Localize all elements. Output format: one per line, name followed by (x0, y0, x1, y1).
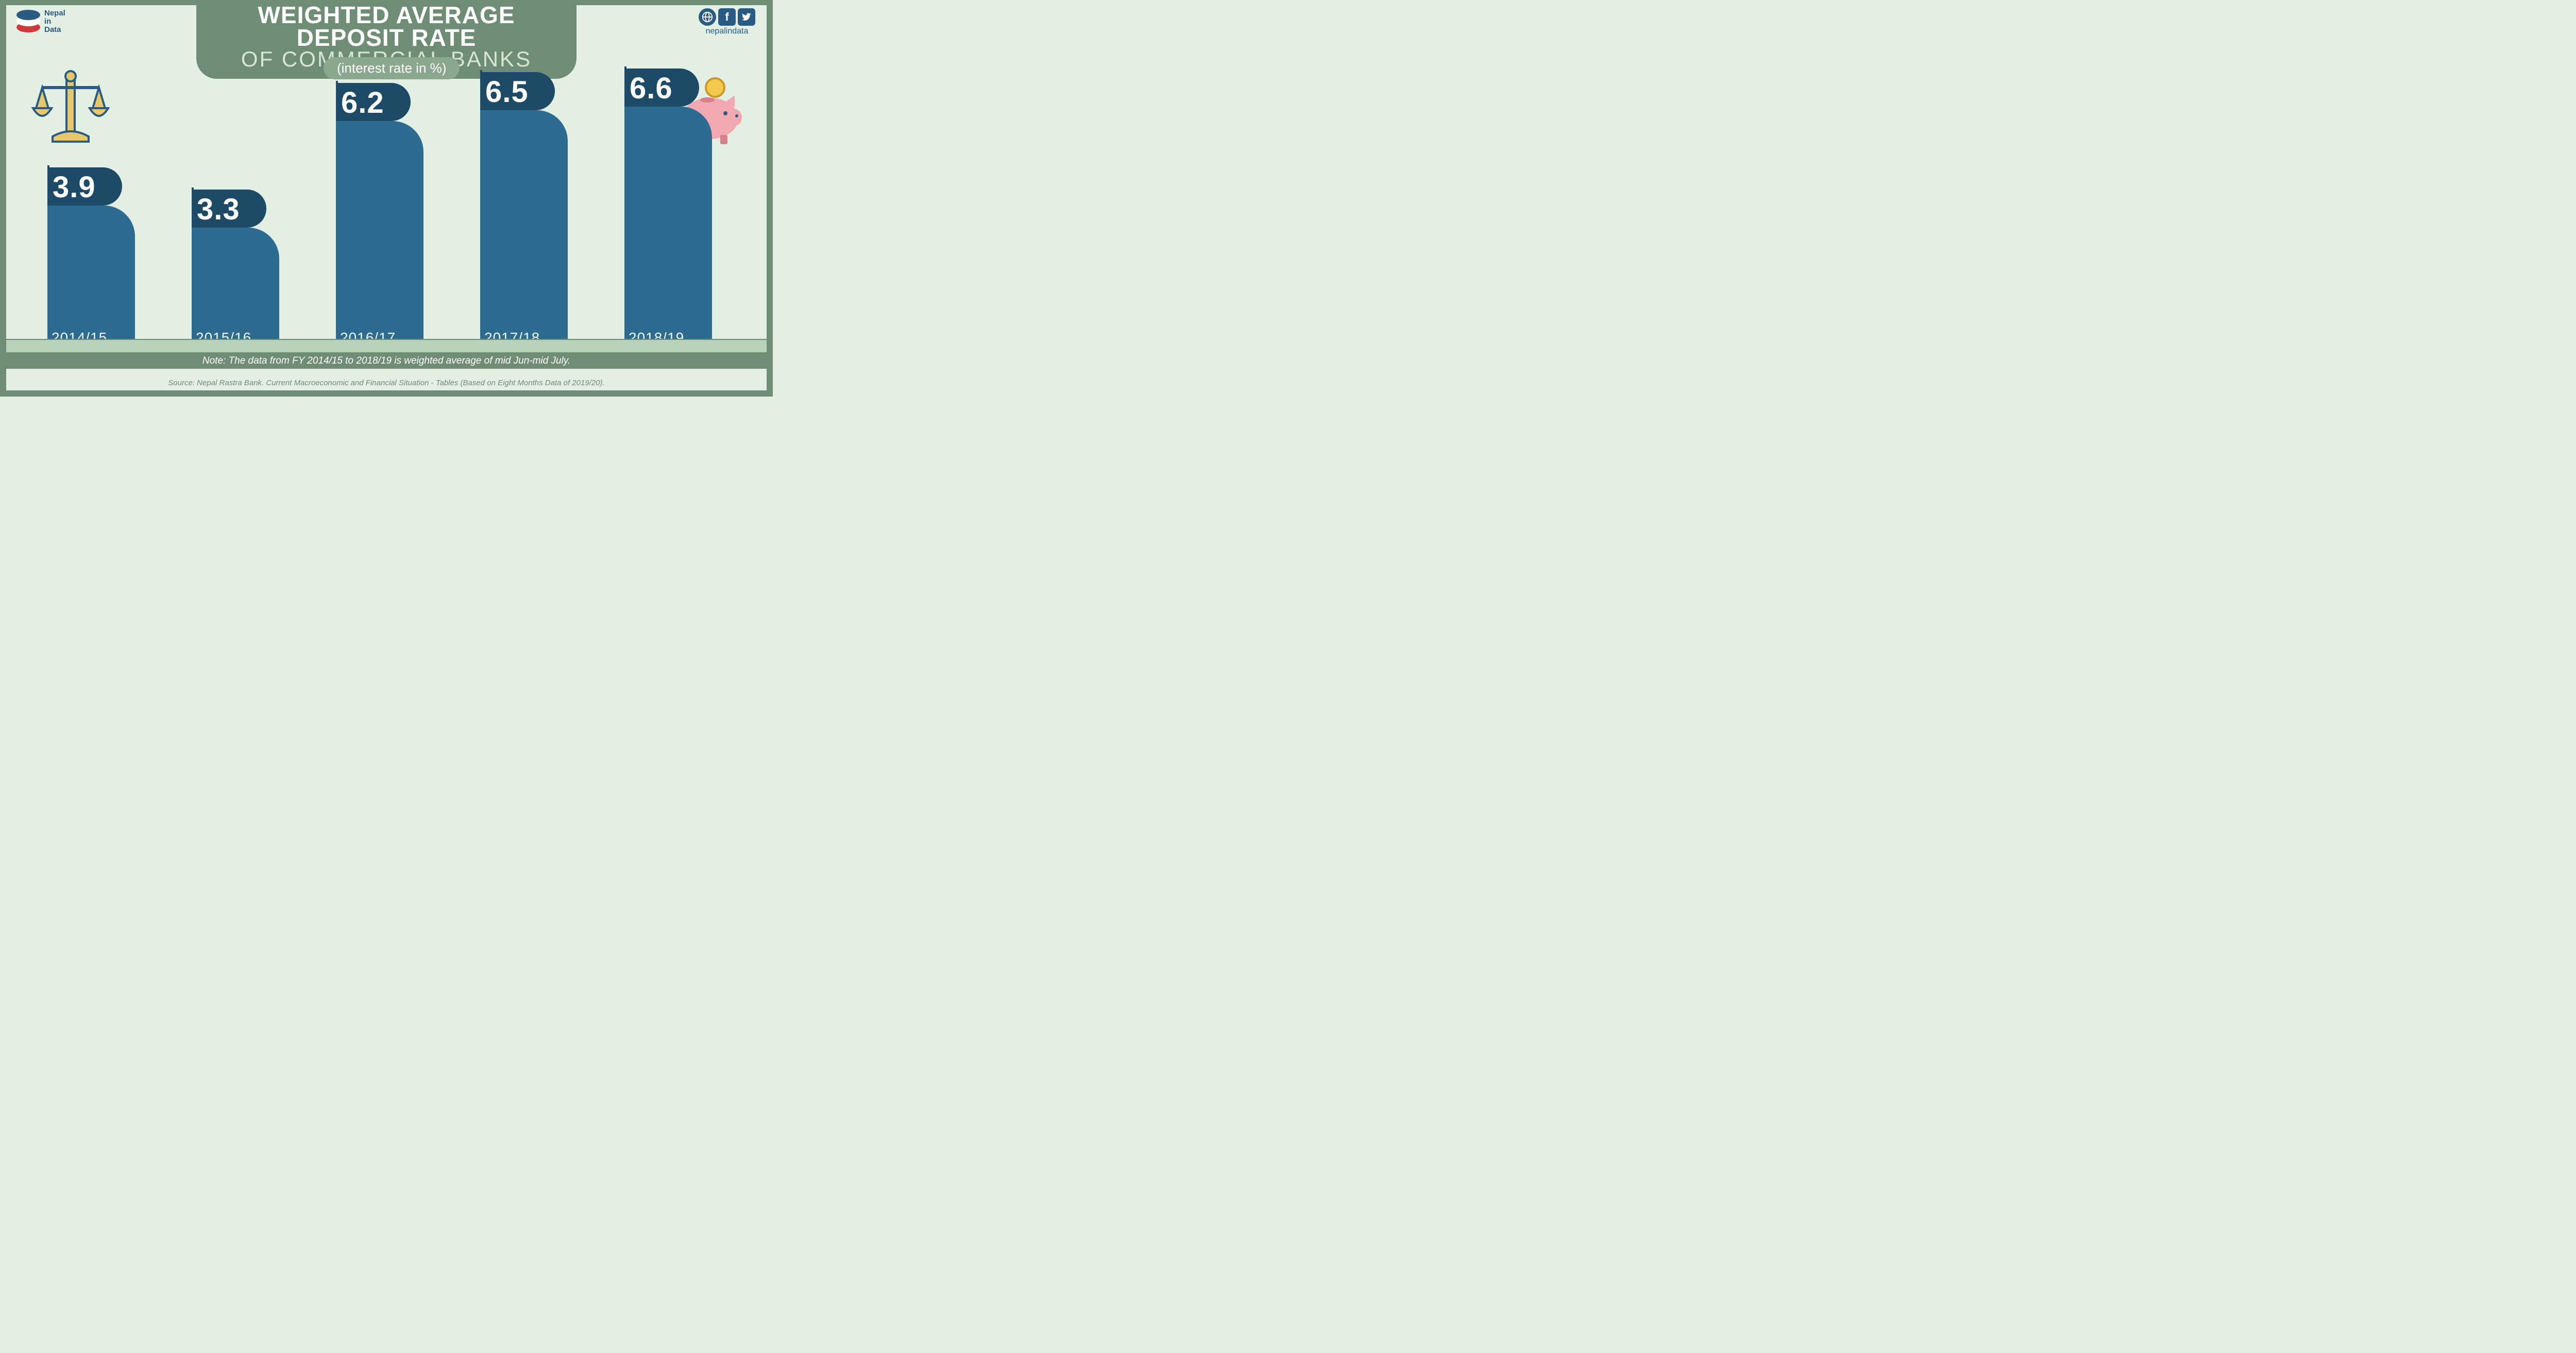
bar-value: 3.3 (197, 192, 240, 227)
bar-chart: 3.92014/153.32015/166.22016/176.52017/18… (47, 77, 725, 349)
bar-value: 6.5 (485, 75, 529, 109)
brand-line3: Data (44, 26, 65, 34)
brand-logo: Nepal in Data (16, 9, 65, 33)
brand-logo-text: Nepal in Data (44, 9, 65, 33)
x-axis-band (6, 339, 767, 353)
facebook-icon: f (718, 8, 736, 26)
bar-value: 3.9 (53, 170, 96, 204)
title-main: WEIGHTED AVERAGE DEPOSIT RATE (232, 4, 540, 49)
brand-logo-icon (16, 10, 40, 33)
unit-label-pill: (interest rate in %) (324, 57, 460, 79)
social-handle: nepalindata (699, 27, 755, 36)
footnote: Note: The data from FY 2014/15 to 2018/1… (6, 353, 767, 369)
infographic-frame: Nepal in Data f nepalindata WEIGHTED AVE… (0, 0, 773, 397)
source-citation: Source: Nepal Rastra Bank. Current Macro… (6, 379, 767, 387)
bar-value: 6.6 (630, 71, 673, 106)
bar-value: 6.2 (341, 85, 384, 120)
twitter-icon (738, 8, 755, 26)
social-block: f nepalindata (699, 8, 755, 36)
brand-line1: Nepal (44, 9, 65, 18)
brand-line2: in (44, 18, 65, 26)
globe-icon (699, 8, 716, 26)
